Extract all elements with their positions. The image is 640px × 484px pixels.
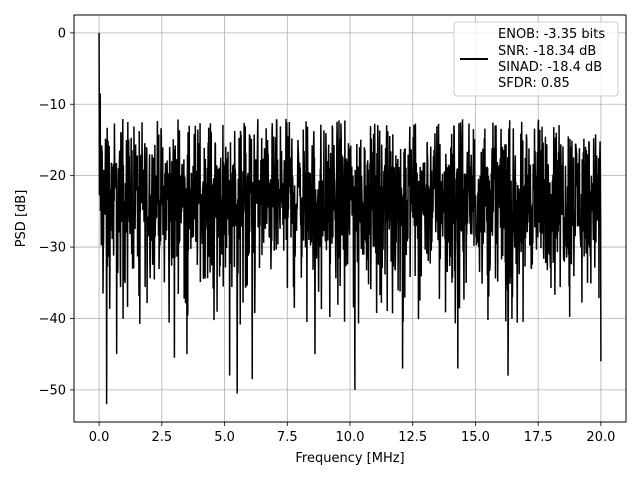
x-tick-label: 12.5 <box>398 430 427 445</box>
x-tick-label: 7.5 <box>277 430 298 445</box>
series-layer <box>98 32 602 405</box>
y-tick-label: −50 <box>39 383 66 398</box>
legend-entry-sinad: SINAD: -18.4 dB <box>498 60 602 75</box>
y-axis-ticks: 0 −10 −20 −30 −40 −50 <box>39 26 74 398</box>
y-tick-label: −40 <box>39 312 66 327</box>
x-tick-label: 5.0 <box>214 430 235 445</box>
x-tick-label: 17.5 <box>524 430 553 445</box>
y-tick-label: −10 <box>39 98 66 113</box>
x-axis-label: Frequency [MHz] <box>295 451 404 466</box>
legend-entry-sfdr: SFDR: 0.85 <box>498 76 570 91</box>
y-tick-label: −30 <box>39 241 66 256</box>
psd-series-line <box>98 32 602 405</box>
x-tick-label: 0.0 <box>89 430 110 445</box>
y-tick-label: −20 <box>39 169 66 184</box>
x-axis-ticks: 0.0 2.5 5.0 7.5 10.0 12.5 15.0 17.5 20.0 <box>89 422 615 445</box>
legend-box <box>453 21 619 97</box>
legend-entry-snr: SNR: -18.34 dB <box>498 44 596 59</box>
y-axis-label: PSD [dB] <box>14 190 29 248</box>
x-tick-label: 15.0 <box>461 430 490 445</box>
x-tick-label: 2.5 <box>151 430 172 445</box>
x-tick-label: 20.0 <box>586 430 615 445</box>
y-tick-label: 0 <box>58 26 66 41</box>
x-tick-label: 10.0 <box>336 430 365 445</box>
legend: ENOB: -3.35 bits SNR: -18.34 dB SINAD: -… <box>453 21 619 97</box>
legend-entry-enob: ENOB: -3.35 bits <box>498 27 605 42</box>
